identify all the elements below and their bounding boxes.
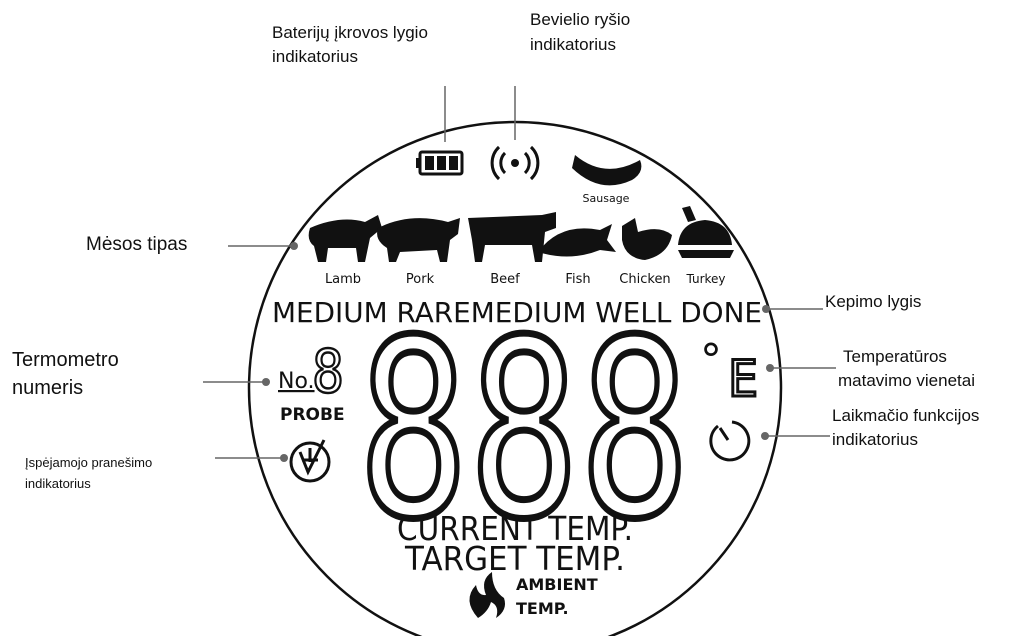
meat-label: Fish xyxy=(565,272,590,287)
callout-probe-number: numeris xyxy=(12,377,83,399)
wireless-icon xyxy=(492,147,538,179)
leader-dot xyxy=(761,432,769,440)
temperature-unit: E xyxy=(728,350,758,408)
callout-probe-number: Termometro xyxy=(12,349,119,371)
timer-icon xyxy=(711,422,749,460)
callout-meat-type: Mėsos tipas xyxy=(86,234,187,255)
callout-units: matavimo vienetai xyxy=(838,371,975,390)
leader-dot xyxy=(762,305,770,313)
probe-digit: 8 xyxy=(312,337,344,407)
callout-battery: indikatorius xyxy=(272,47,358,66)
battery-icon xyxy=(416,152,462,174)
meat-label: Beef xyxy=(490,272,520,287)
callout-units: Temperatūros xyxy=(843,347,947,366)
sausage-icon xyxy=(572,155,641,185)
alert-icon xyxy=(291,440,329,481)
diagram: Baterijų įkrovos lygio indikatorius Bevi… xyxy=(0,0,1019,636)
leader-dot xyxy=(262,378,270,386)
meat-label: Sausage xyxy=(583,192,630,205)
probe-no: No. xyxy=(278,369,315,394)
callout-alert: Įspėjamojo pranešimo xyxy=(25,455,152,470)
flame-icon xyxy=(469,572,505,618)
leader-dot xyxy=(766,364,774,372)
callout-doneness: Kepimo lygis xyxy=(825,292,921,311)
callout-alert: indikatorius xyxy=(25,476,91,491)
degree-sign: ° xyxy=(700,335,722,386)
meat-label: Turkey xyxy=(685,272,725,286)
leader-dot xyxy=(280,454,288,462)
ambient-label: AMBIENT xyxy=(516,575,598,594)
target-temp-label: TARGET TEMP. xyxy=(404,539,625,578)
callout-wireless: Bevielio ryšio xyxy=(530,10,630,29)
leader-dot xyxy=(290,242,298,250)
meat-labels: Lamb Pork Beef Fish Chicken Turkey xyxy=(325,272,726,287)
ambient-temp-label: TEMP. xyxy=(516,599,569,618)
meat-label: Pork xyxy=(406,272,435,287)
callout-timer: indikatorius xyxy=(832,430,918,449)
callout-battery: Baterijų įkrovos lygio xyxy=(272,23,428,42)
meat-label: Chicken xyxy=(619,272,670,287)
meat-icons xyxy=(309,206,734,262)
probe-label: PROBE xyxy=(280,405,345,425)
callout-wireless: indikatorius xyxy=(530,35,616,54)
callout-timer: Laikmačio funkcijos xyxy=(832,406,979,425)
meat-label: Lamb xyxy=(325,272,361,287)
